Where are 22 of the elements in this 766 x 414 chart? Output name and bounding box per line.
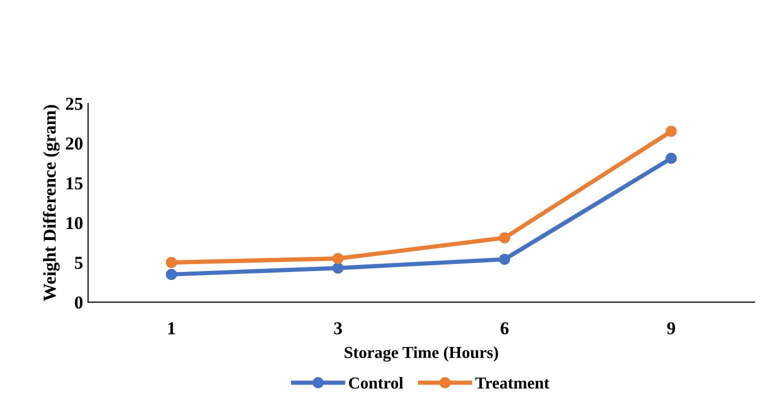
x-tick-label: 1 — [168, 322, 175, 334]
y-tick-label: 10 — [66, 216, 83, 230]
point — [666, 126, 677, 137]
legend-label: Control — [348, 376, 404, 389]
y-tick-label: 20 — [66, 138, 83, 150]
point — [499, 254, 510, 265]
x-axis-title: Storage Time (Hours) — [344, 346, 498, 362]
y-tick-label: 15 — [66, 177, 83, 190]
y-tick-label: 0 — [74, 296, 83, 309]
x-tick-label: 6 — [500, 322, 509, 334]
x-tick-label: 9 — [667, 322, 676, 334]
point — [332, 262, 344, 274]
y-tick-label: 25 — [66, 98, 83, 110]
x-tick-label: 3 — [334, 322, 342, 334]
point — [166, 256, 177, 268]
legend-label: Treatment — [475, 378, 550, 389]
y-axis-title: Weight Difference (gram) — [42, 105, 60, 302]
point — [332, 252, 344, 264]
point — [499, 232, 510, 244]
point — [166, 268, 177, 280]
point — [666, 152, 677, 164]
y-tick-label: 5 — [74, 256, 83, 269]
